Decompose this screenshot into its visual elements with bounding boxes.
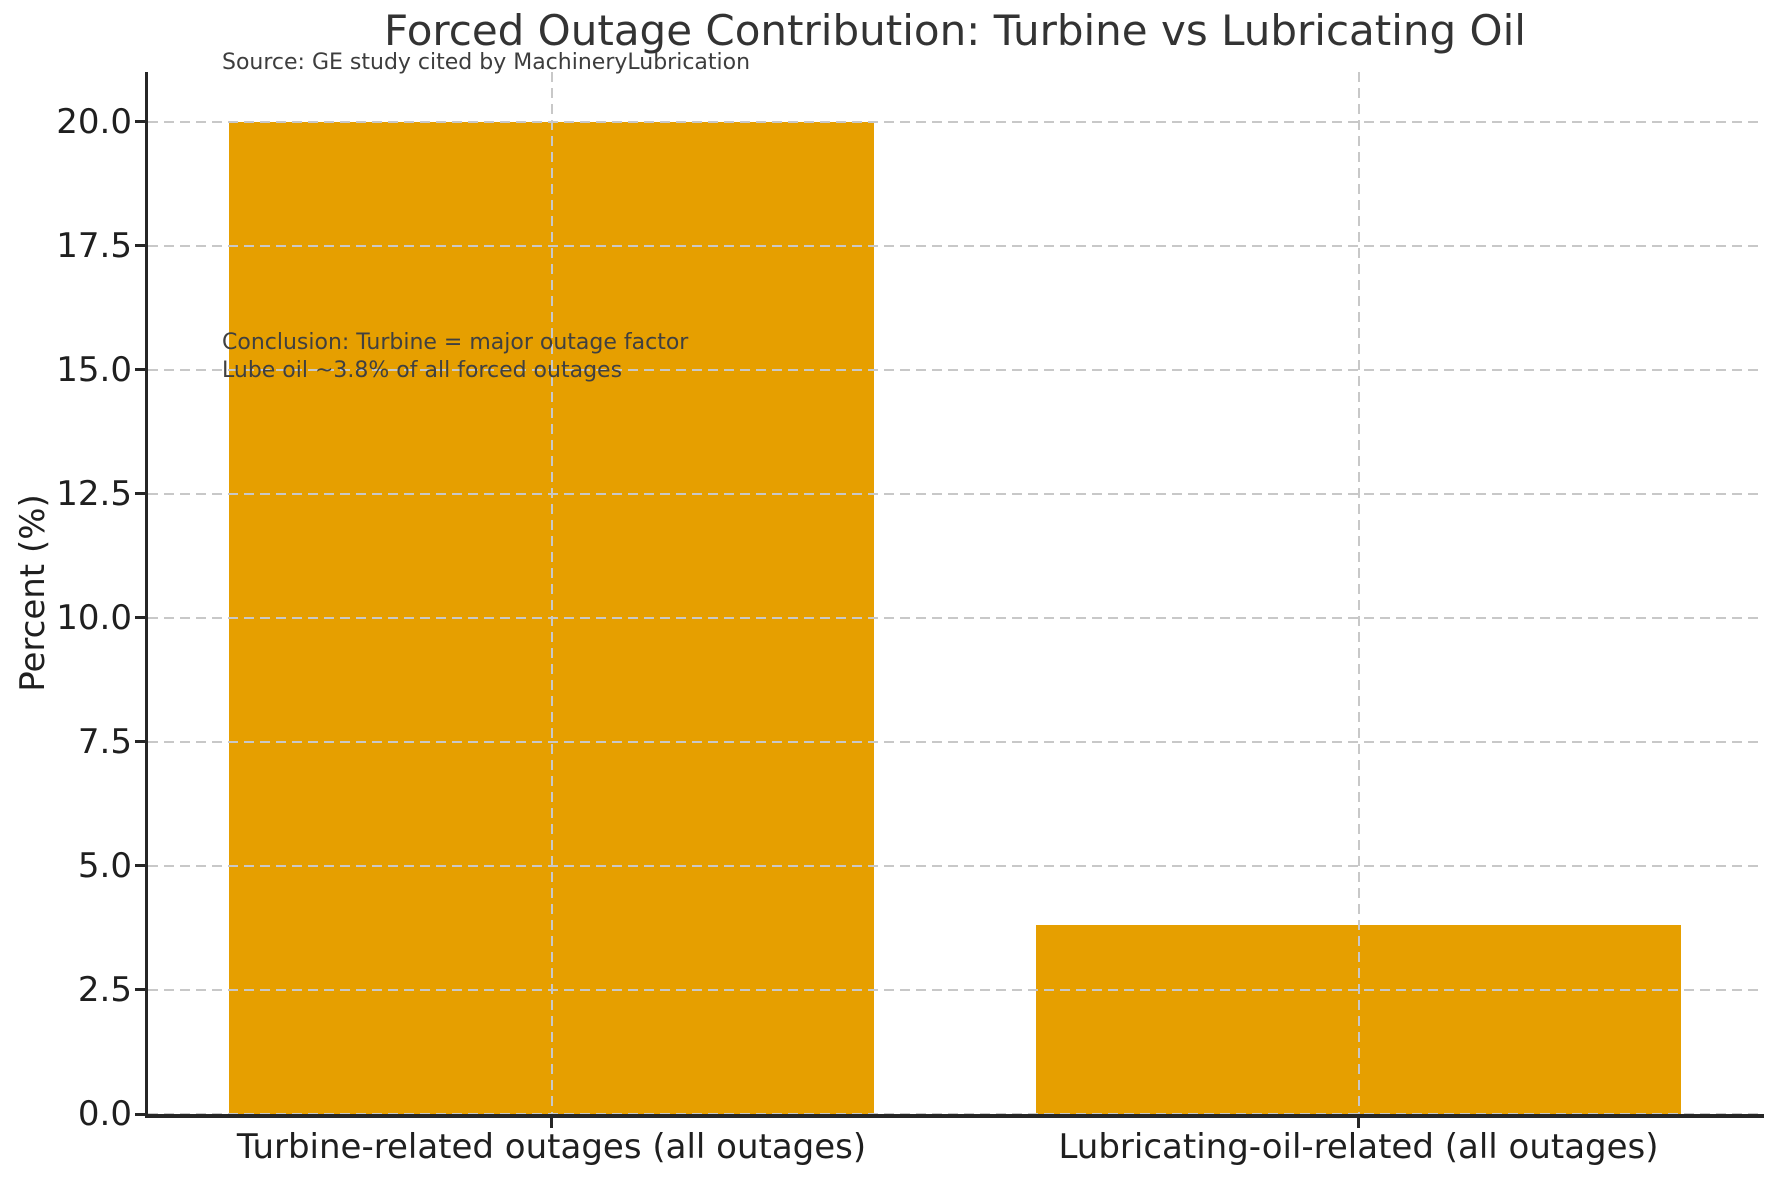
gridline-horizontal bbox=[148, 740, 1762, 743]
gridline-vertical bbox=[550, 72, 553, 1114]
y-tick-label: 12.5 bbox=[56, 473, 132, 514]
y-axis-spine bbox=[145, 72, 148, 1118]
y-tick-label: 17.5 bbox=[56, 225, 132, 266]
annotation: Conclusion: Turbine = major outage facto… bbox=[222, 329, 688, 385]
gridline-horizontal bbox=[148, 368, 1762, 371]
y-axis-label: Percent (%) bbox=[13, 494, 53, 692]
y-tick-label: 10.0 bbox=[56, 597, 132, 638]
annotation-line-1: Conclusion: Turbine = major outage facto… bbox=[222, 330, 689, 355]
y-tick-mark bbox=[135, 864, 145, 868]
y-tick-label: 15.0 bbox=[56, 349, 132, 390]
x-tick-label: Turbine-related outages (all outages) bbox=[236, 1127, 867, 1167]
gridline-horizontal bbox=[148, 864, 1762, 867]
y-tick-mark bbox=[135, 1112, 145, 1116]
gridline-horizontal bbox=[148, 988, 1762, 991]
y-tick-mark bbox=[135, 616, 145, 620]
gridline-horizontal bbox=[148, 616, 1762, 619]
annotation-line-2: Lube oil ~3.8% of all forced outages bbox=[222, 358, 623, 383]
y-tick-label: 7.5 bbox=[77, 721, 132, 762]
y-tick-mark bbox=[135, 244, 145, 248]
y-tick-mark bbox=[135, 120, 145, 124]
x-axis-spine bbox=[145, 1114, 1764, 1118]
chart-title: Forced Outage Contribution: Turbine vs L… bbox=[384, 6, 1526, 55]
gridline-horizontal bbox=[148, 492, 1762, 495]
grid-layer bbox=[148, 72, 1762, 1115]
x-tick-mark bbox=[550, 1118, 553, 1128]
y-tick-mark bbox=[135, 740, 145, 744]
y-tick-mark bbox=[135, 492, 145, 496]
y-tick-label: 2.5 bbox=[77, 969, 132, 1010]
gridline-horizontal bbox=[148, 120, 1762, 123]
plot-area: Conclusion: Turbine = major outage facto… bbox=[148, 72, 1762, 1115]
gridline-horizontal bbox=[148, 244, 1762, 247]
y-tick-label: 5.0 bbox=[77, 845, 132, 886]
y-tick-label: 0.0 bbox=[77, 1094, 132, 1134]
gridline-vertical bbox=[1357, 72, 1360, 1114]
y-tick-label: 20.0 bbox=[56, 101, 132, 142]
source-note: Source: GE study cited by MachineryLubri… bbox=[222, 50, 751, 75]
y-tick-mark bbox=[135, 988, 145, 992]
y-tick-mark bbox=[135, 368, 145, 372]
x-tick-label: Lubricating-oil-related (all outages) bbox=[1058, 1127, 1659, 1167]
x-tick-mark bbox=[1357, 1118, 1360, 1128]
